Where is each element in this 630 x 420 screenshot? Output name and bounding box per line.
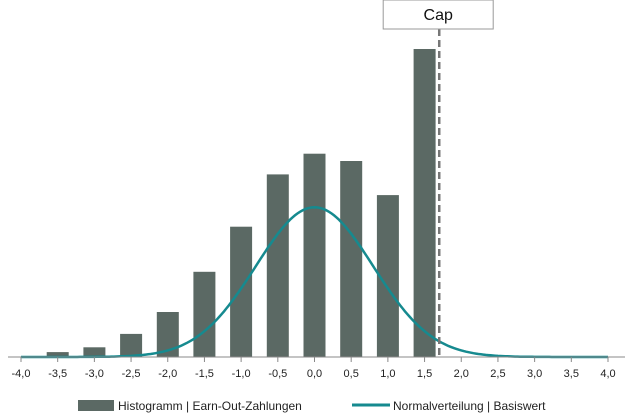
legend-label-histogram: Histogramm | Earn-Out-Zahlungen [118,399,302,413]
histogram-bar [266,174,289,357]
x-ticks-layer: -4,0 -3,5 -3,0 -2,5 -2,0 -1,5 -1,0 -0,5 0,0 0,5 1,… [12,357,616,380]
histogram-bar [193,271,216,357]
x-tick-label: -3,0 [85,368,104,380]
x-tick-label: -0,5 [268,368,287,380]
histogram-bar [376,195,399,357]
normal-distribution-curve [21,206,608,359]
x-tick-label: 4,0 [600,368,615,380]
histogram-bar [303,153,326,357]
legend-swatch-histogram [78,400,114,411]
histogram-bar [156,312,179,357]
x-tick-label: -2,5 [122,368,141,380]
histogram-bar [120,333,143,357]
histogram-bar [340,161,363,357]
x-tick-label: -4,0 [12,368,31,380]
x-tick-label: 1,5 [417,368,432,380]
histogram-bar [413,49,436,357]
cap-label: Cap [424,7,453,24]
x-tick-label: 0,0 [307,368,322,380]
legend-label-normal: Normalverteilung | Basiswert [393,399,546,413]
x-tick-label: -3,5 [48,368,67,380]
x-tick-label: 0,5 [344,368,359,380]
x-tick-label: 3,5 [564,368,579,380]
legend: Histogramm | Earn-Out-Zahlungen Normalve… [78,399,546,413]
x-tick-label: -1,0 [232,368,251,380]
x-tick-label: -2,0 [158,368,177,380]
x-tick-label: 2,5 [490,368,505,380]
x-tick-label: 1,0 [380,368,395,380]
histogram-bar [83,347,106,357]
bars-layer [46,49,436,357]
x-tick-label: 2,0 [454,368,469,380]
histogram-bar [46,352,69,357]
x-tick-label: 3,0 [527,368,542,380]
x-tick-label: -1,5 [195,368,214,380]
histogram-bar [230,226,253,357]
cap-label-box [382,0,494,30]
